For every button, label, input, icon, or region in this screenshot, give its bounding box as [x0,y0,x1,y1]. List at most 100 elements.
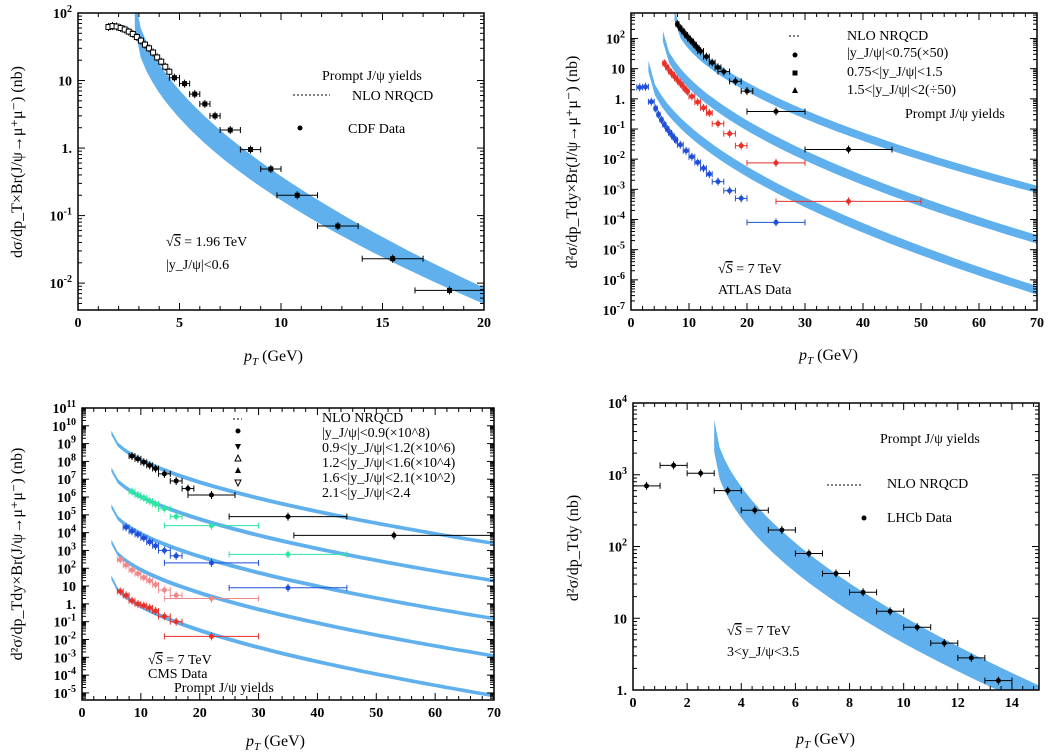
data-point [711,177,725,186]
y-tick-label: 10-1 [54,613,76,631]
legend-entry-4: 1.6<|y_J/ψ|<2.1(×10^2) [322,471,456,486]
legend-data-marker [861,515,867,521]
data-point [181,484,195,493]
data-point [661,120,667,129]
x-tick-label: 10 [682,316,696,331]
x-axis-label: pT (GeV) [243,348,303,368]
rapidity-label: 3<y_J/ψ<3.5 [727,645,799,660]
data-point [705,108,713,117]
data-point [169,551,183,560]
data-point [140,573,148,582]
y-tick-label: 107 [57,470,76,488]
data-point [158,57,165,66]
data-point [957,653,986,662]
theory-band-1 [662,30,1037,244]
y-tick-label: 10-1 [50,207,72,225]
data-point [140,493,148,502]
x-axis-label: pT (GeV) [798,347,858,367]
legend-entry-2: 0.9<|y_J/ψ|<1.2(×10^6) [322,441,456,456]
y-tick-label: 104 [57,524,76,542]
svg-text:pT (GeV): pT (GeV) [245,733,305,753]
x-tick-label: 60 [428,706,442,721]
x-tick-label: 10 [274,316,288,331]
data-point [632,481,661,490]
theory-band-0 [714,419,1039,690]
svg-text:√S = 1.96 TeV: √S = 1.96 TeV [166,235,247,250]
y-tick-label: 1. [617,684,628,699]
data-point [656,110,662,119]
legend-marker-4 [235,467,241,473]
data-point [154,53,161,62]
y-tick-label: 10-2 [603,150,625,168]
data-point [163,558,260,567]
x-tick-label: 6 [792,696,799,711]
x-tick-label: 8 [846,696,853,711]
data-point [133,33,140,42]
data-point [260,164,282,173]
x-tick-label: 10 [897,696,911,711]
data-point [169,476,183,485]
data-point [746,107,806,116]
data-point [717,67,731,76]
x-tick-label: 20 [477,316,491,331]
data-point [163,594,260,603]
panel-atlas: 0 10 20 30 40 50 60 70 10-7 10-6 10-5 10-4 10-3 10-2 1… [564,12,1044,367]
data-point [228,512,348,521]
data-point [723,186,736,195]
data-point [239,145,262,154]
data-point [705,170,713,179]
data-point [694,98,702,107]
panel-lhcb: 0 2 4 6 8 10 12 14 1. 10 102 103 104 pT (GeV) d²σ/dp… [565,394,1040,751]
data-point [700,164,707,173]
data-point [163,632,260,641]
x-tick-label: 70 [487,706,501,721]
plot-frame [630,12,1038,311]
data-point [152,464,160,473]
y-axis-label: d²σ/dp_Tdy×Br(J/ψ→μ⁺μ⁻) (nb) [564,56,581,269]
data-point [674,20,680,29]
data-point [150,48,157,57]
x-axis-label: pT (GeV) [795,731,855,751]
y-tick-label: 1010 [52,417,76,435]
data-point [667,128,673,137]
legend-data-marker [297,125,303,131]
x-tick-label: 50 [369,706,383,721]
y-tick-label: 10-5 [603,241,625,259]
legend-data: CDF Data [348,122,406,137]
data-point [740,506,769,515]
data-point [158,546,171,555]
data-point [682,146,690,155]
legend-entry-5: 2.1<|y_J/ψ|<2.4 [322,486,411,501]
svg-text:√S = 7 TeV: √S = 7 TeV [148,653,212,668]
x-tick-label: 20 [740,316,754,331]
y-tick-label: 102 [606,29,625,47]
data-point [740,87,754,96]
data-point [984,676,1013,685]
data-point [713,486,742,495]
y-tick-label: 103 [608,466,627,484]
data-point [140,534,148,543]
legend-marker-2 [235,444,241,450]
y-tick-label: 10-3 [54,648,76,666]
y-tick-label: 1. [615,93,626,108]
y-tick-label: 10 [613,612,627,627]
svg-text:pT (GeV): pT (GeV) [798,347,858,367]
data-point [930,639,959,648]
data-point [903,623,932,632]
x-tick-label: 0 [79,706,86,721]
data-point [689,37,695,46]
x-tick-label: 50 [914,316,928,331]
y-tick-label: 103 [57,541,76,559]
energy-label: √S = 7 TeV [727,624,791,639]
data-point [734,194,748,203]
legend-entry-3: 1.5<|y_J/ψ|<2(÷50) [847,83,956,98]
data-point [775,197,922,206]
data-point [688,152,696,161]
x-tick-label: 4 [738,696,745,711]
data-point [653,104,659,113]
data-point [276,191,319,200]
theory-band-2 [111,504,494,621]
y-tick-label: 104 [608,394,627,412]
legend-marker-3 [792,87,798,93]
